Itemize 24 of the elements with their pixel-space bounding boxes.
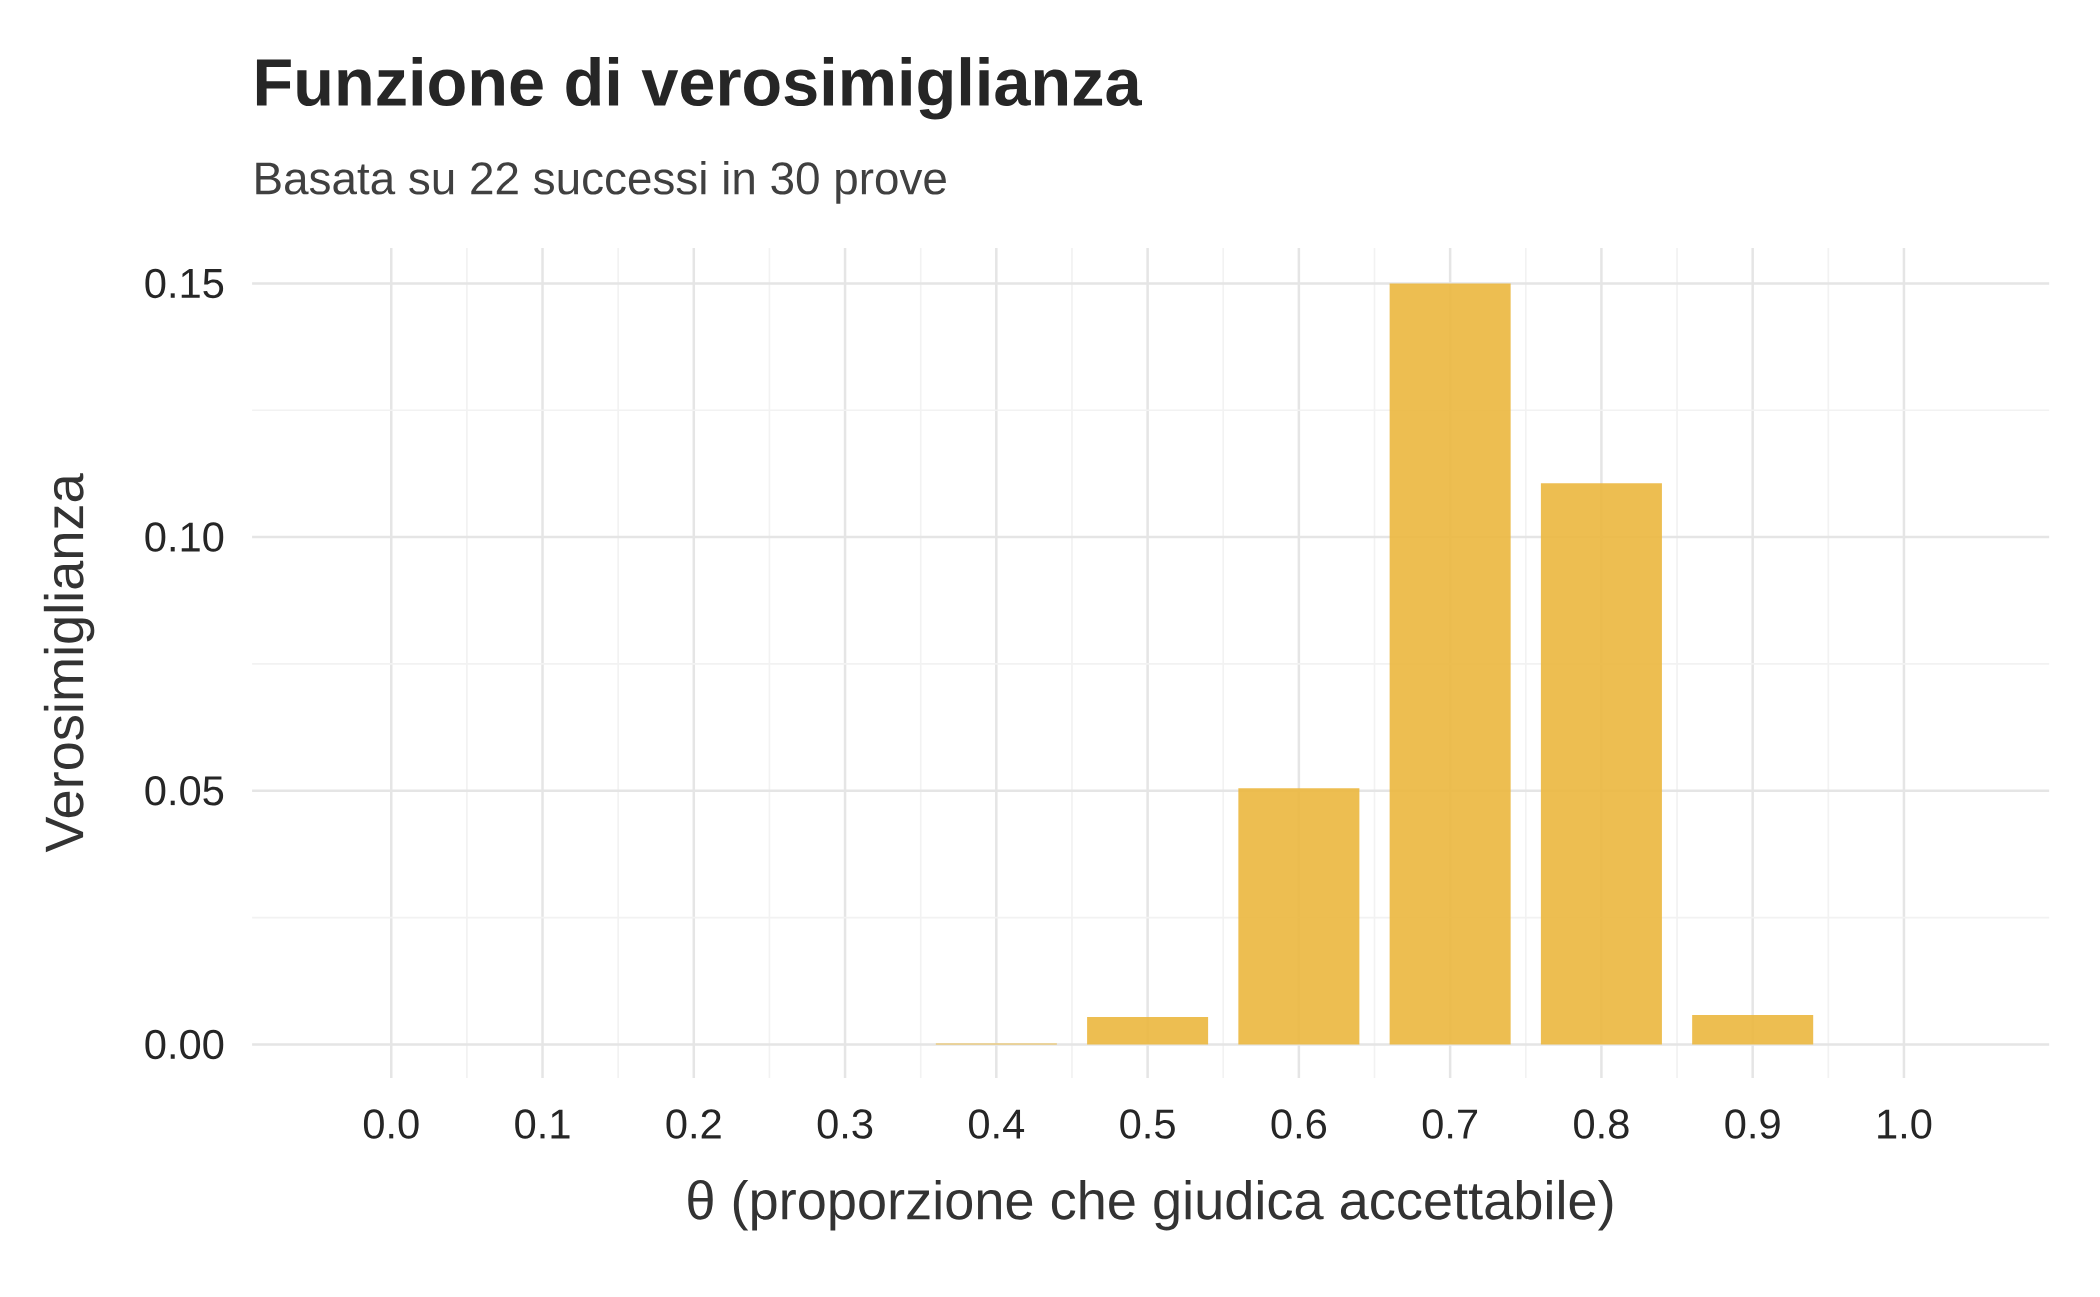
x-tick-label: 0.2 bbox=[666, 1109, 721, 1139]
y-tick-label: 0.05 bbox=[145, 776, 224, 806]
x-tick-label: 0.3 bbox=[817, 1109, 873, 1139]
x-tick-label: 0.8 bbox=[1574, 1109, 1629, 1139]
x-tick-label: 0.4 bbox=[969, 1109, 1025, 1139]
x-tick-label: 0.6 bbox=[1271, 1109, 1327, 1139]
x-tick-label: 0.5 bbox=[1120, 1109, 1175, 1139]
x-tick-label: 1.0 bbox=[1878, 1109, 1932, 1139]
chart-subtitle: Basata su 22 successi in 30 prove bbox=[256, 160, 946, 204]
x-tick-label: 0.7 bbox=[1422, 1109, 1478, 1139]
bar bbox=[1389, 283, 1511, 1045]
x-tick-label: 0.9 bbox=[1725, 1109, 1780, 1139]
x-tick-label: 0.1 bbox=[515, 1109, 570, 1139]
bar bbox=[1087, 1017, 1209, 1045]
bar bbox=[1692, 1014, 1814, 1045]
y-tick-label: 0.10 bbox=[145, 522, 224, 552]
y-axis-title: Verosimiglianza bbox=[43, 473, 95, 853]
bar bbox=[1540, 483, 1662, 1045]
bar bbox=[1238, 788, 1360, 1045]
chart-title: Funzione di verosimiglianza bbox=[256, 57, 1142, 120]
x-axis-title: θ (proporzione che giudica accettabile) bbox=[688, 1179, 1613, 1231]
y-tick-label: 0.15 bbox=[145, 268, 224, 299]
x-tick-label: 0.0 bbox=[363, 1109, 419, 1139]
y-tick-label: 0.00 bbox=[145, 1029, 224, 1060]
